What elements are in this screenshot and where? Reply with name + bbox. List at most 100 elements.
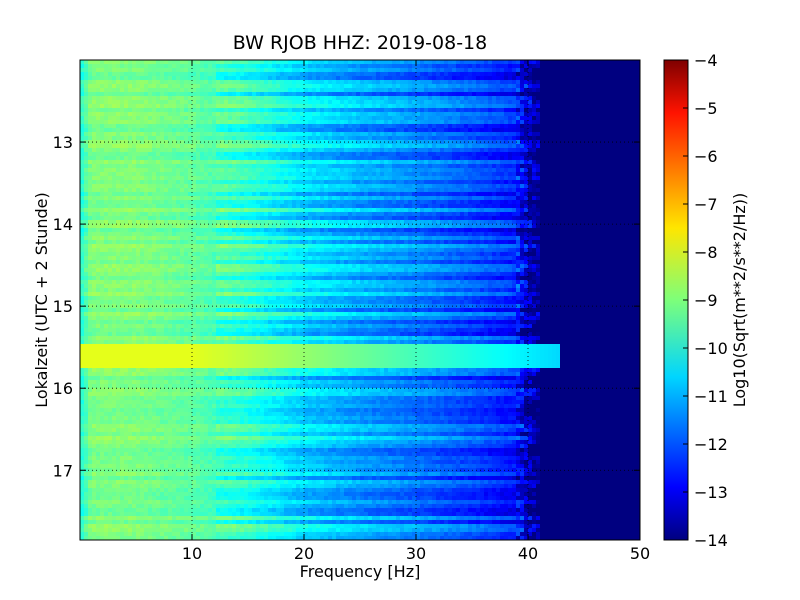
- heatmap-cell: [528, 144, 533, 149]
- heatmap-cell: [184, 88, 189, 93]
- heatmap-cell: [376, 184, 381, 189]
- heatmap-cell: [568, 80, 573, 85]
- heatmap-cell: [132, 124, 137, 129]
- heatmap-cell: [268, 152, 273, 157]
- heatmap-cell: [164, 84, 169, 89]
- heatmap-cell: [588, 160, 593, 165]
- heatmap-cell: [548, 184, 553, 189]
- heatmap-cell: [436, 96, 441, 101]
- heatmap-cell: [620, 144, 625, 149]
- heatmap-cell: [432, 88, 437, 93]
- heatmap-cell: [476, 132, 481, 137]
- heatmap-cell: [636, 156, 640, 161]
- heatmap-cell: [380, 168, 385, 173]
- heatmap-cell: [292, 80, 297, 85]
- heatmap-cell: [580, 180, 585, 185]
- heatmap-cell: [172, 148, 177, 153]
- heatmap-cell: [516, 68, 521, 73]
- heatmap-cell: [552, 64, 557, 69]
- heatmap-cell: [324, 196, 329, 201]
- heatmap-cell: [508, 136, 513, 141]
- heatmap-cell: [628, 108, 633, 113]
- heatmap-cell: [256, 140, 261, 145]
- heatmap-cell: [584, 80, 589, 85]
- heatmap-cell: [552, 176, 557, 181]
- heatmap-cell: [88, 68, 93, 73]
- heatmap-cell: [404, 136, 409, 141]
- heatmap-cell: [96, 68, 101, 73]
- heatmap-cell: [124, 60, 129, 65]
- heatmap-cell: [244, 96, 249, 101]
- heatmap-cell: [568, 124, 573, 129]
- heatmap-cell: [252, 148, 257, 153]
- heatmap-cell: [388, 112, 393, 117]
- heatmap-cell: [452, 72, 457, 77]
- heatmap-cell: [96, 64, 101, 69]
- heatmap-cell: [404, 72, 409, 77]
- heatmap-cell: [204, 68, 209, 73]
- heatmap-cell: [204, 168, 209, 173]
- heatmap-cell: [408, 200, 413, 205]
- heatmap-cell: [280, 180, 285, 185]
- heatmap-cell: [596, 160, 601, 165]
- heatmap-cell: [540, 64, 545, 69]
- heatmap-cell: [268, 192, 273, 197]
- heatmap-cell: [416, 68, 421, 73]
- heatmap-cell: [224, 100, 229, 105]
- heatmap-cell: [92, 68, 97, 73]
- heatmap-cell: [148, 108, 153, 113]
- heatmap-cell: [400, 104, 405, 109]
- heatmap-cell: [560, 144, 565, 149]
- heatmap-cell: [220, 88, 225, 93]
- heatmap-cell: [616, 128, 621, 133]
- heatmap-cell: [312, 104, 317, 109]
- heatmap-cell: [588, 72, 593, 77]
- heatmap-cell: [456, 68, 461, 73]
- heatmap-cell: [160, 136, 165, 141]
- heatmap-cell: [400, 196, 405, 201]
- heatmap-cell: [392, 184, 397, 189]
- heatmap-cell: [356, 96, 361, 101]
- heatmap-cell: [336, 136, 341, 141]
- heatmap-cell: [84, 116, 89, 121]
- heatmap-cell: [296, 116, 301, 121]
- heatmap-cell: [600, 128, 605, 133]
- heatmap-cell: [292, 72, 297, 77]
- heatmap-cell: [352, 104, 357, 109]
- heatmap-cell: [432, 124, 437, 129]
- heatmap-cell: [416, 196, 421, 201]
- heatmap-cell: [216, 120, 221, 125]
- heatmap-cell: [440, 164, 445, 169]
- heatmap-cell: [416, 72, 421, 77]
- heatmap-cell: [592, 108, 597, 113]
- heatmap-cell: [304, 160, 309, 165]
- heatmap-cell: [512, 112, 517, 117]
- heatmap-cell: [236, 156, 241, 161]
- heatmap-cell: [132, 168, 137, 173]
- heatmap-cell: [372, 168, 377, 173]
- heatmap-cell: [172, 132, 177, 137]
- heatmap-cell: [216, 180, 221, 185]
- heatmap-cell: [448, 152, 453, 157]
- heatmap-cell: [184, 168, 189, 173]
- heatmap-cell: [316, 152, 321, 157]
- heatmap-cell: [372, 188, 377, 193]
- heatmap-cell: [436, 164, 441, 169]
- heatmap-cell: [612, 60, 617, 65]
- heatmap-cell: [88, 192, 93, 197]
- heatmap-cell: [316, 140, 321, 145]
- heatmap-cell: [344, 184, 349, 189]
- heatmap-cell: [604, 156, 609, 161]
- heatmap-cell: [120, 148, 125, 153]
- heatmap-cell: [256, 68, 261, 73]
- heatmap-cell: [212, 152, 217, 157]
- heatmap-cell: [188, 96, 193, 101]
- heatmap-cell: [208, 168, 213, 173]
- heatmap-cell: [260, 196, 265, 201]
- heatmap-cell: [540, 88, 545, 93]
- heatmap-cell: [508, 108, 513, 113]
- heatmap-cell: [344, 64, 349, 69]
- heatmap-cell: [308, 172, 313, 177]
- heatmap-cell: [220, 96, 225, 101]
- heatmap-cell: [180, 148, 185, 153]
